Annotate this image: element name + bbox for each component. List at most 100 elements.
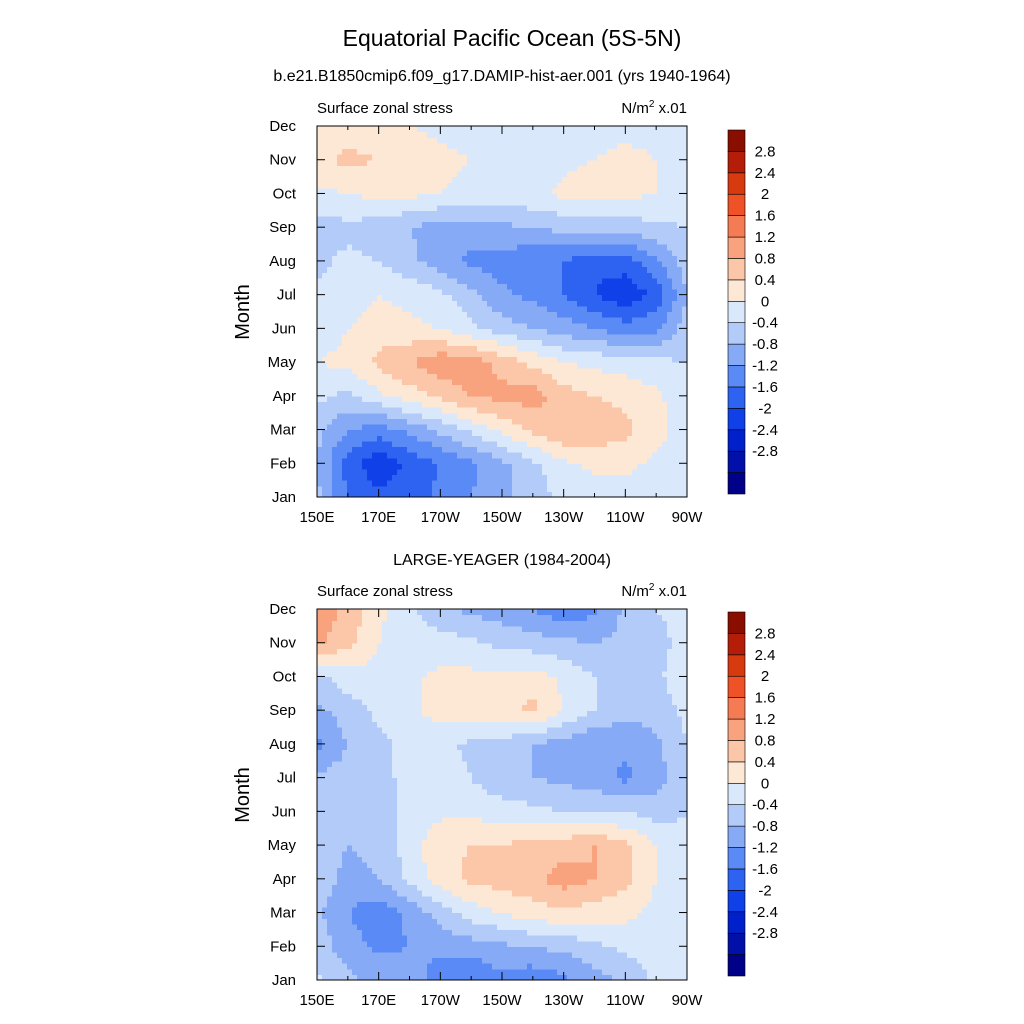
- field-cell: [552, 176, 558, 183]
- field-cell: [532, 440, 538, 448]
- field-cell: [417, 165, 423, 172]
- field-cell: [322, 378, 328, 386]
- field-cell: [607, 401, 613, 408]
- field-cell: [507, 322, 513, 329]
- field-cell: [502, 384, 508, 391]
- field-cell: [382, 446, 388, 453]
- field-cell: [672, 384, 678, 391]
- field-cell: [627, 182, 633, 189]
- field-cell: [612, 187, 618, 195]
- field-cell: [567, 480, 573, 487]
- field-cell: [347, 210, 353, 217]
- field-cell: [657, 165, 663, 172]
- field-cell: [662, 485, 668, 492]
- field-cell: [547, 165, 553, 172]
- field-cell: [537, 277, 543, 284]
- field-cell: [612, 260, 618, 268]
- field-cell: [447, 384, 453, 391]
- field-cell: [367, 154, 373, 161]
- field-cell: [607, 463, 613, 470]
- field-cell: [657, 148, 663, 155]
- field-cell: [387, 384, 393, 391]
- field-cell: [632, 283, 638, 290]
- field-cell: [327, 435, 333, 442]
- field-cell: [637, 255, 643, 262]
- field-cell: [657, 182, 663, 189]
- field-cell: [462, 165, 468, 172]
- field-cell: [552, 356, 558, 363]
- field-cell: [492, 232, 498, 240]
- field-cell: [637, 204, 643, 211]
- field-cell: [607, 227, 613, 234]
- field-cell: [592, 429, 598, 436]
- field-cell: [337, 210, 343, 217]
- field-cell: [327, 423, 333, 431]
- field-cell: [557, 328, 563, 335]
- field-cell: [547, 260, 553, 268]
- field-cell: [567, 272, 573, 279]
- field-cell: [652, 322, 658, 329]
- field-cell: [412, 350, 418, 358]
- field-cell: [642, 266, 648, 273]
- field-cell: [482, 131, 488, 138]
- field-cell: [402, 232, 408, 240]
- field-cell: [422, 378, 428, 386]
- field-cell: [522, 401, 528, 408]
- field-cell: [672, 210, 678, 217]
- y-tick-label: Jun: [272, 320, 296, 337]
- field-cell: [382, 491, 388, 498]
- field-cell: [597, 491, 603, 498]
- field-cell: [492, 126, 498, 133]
- field-cell: [507, 300, 513, 307]
- field-cell: [387, 266, 393, 273]
- field-cell: [677, 260, 683, 268]
- field-cell: [397, 435, 403, 442]
- field-cell: [452, 322, 458, 329]
- field-cell: [567, 328, 573, 335]
- field-cell: [527, 452, 533, 459]
- field-cell: [482, 452, 488, 459]
- field-cell: [537, 159, 543, 166]
- field-cell: [407, 215, 413, 223]
- field-cell: [622, 491, 628, 498]
- field-cell: [627, 423, 633, 431]
- field-cell: [492, 244, 498, 251]
- field-cell: [447, 356, 453, 363]
- field-cell: [437, 367, 443, 374]
- field-cell: [462, 193, 468, 200]
- field-cell: [342, 300, 348, 307]
- field-cell: [377, 255, 383, 262]
- field-cell: [637, 317, 643, 324]
- field-cell: [637, 283, 643, 290]
- field-cell: [362, 238, 368, 245]
- field-cell: [612, 221, 618, 228]
- field-cell: [682, 210, 688, 217]
- field-cell: [472, 317, 478, 324]
- field-cell: [657, 289, 663, 296]
- field-cell: [477, 170, 483, 178]
- field-cell: [447, 345, 453, 352]
- field-cell: [382, 283, 388, 290]
- field-cell: [382, 170, 388, 178]
- field-cell: [537, 333, 543, 341]
- field-cell: [492, 165, 498, 172]
- field-cell: [322, 305, 328, 313]
- field-cell: [317, 322, 323, 329]
- field-cell: [557, 452, 563, 459]
- field-cell: [447, 199, 453, 206]
- field-cell: [342, 159, 348, 166]
- field-cell: [632, 373, 638, 380]
- field-cell: [532, 367, 538, 374]
- field-cell: [337, 148, 343, 155]
- field-cell: [402, 176, 408, 183]
- field-cell: [397, 418, 403, 425]
- field-cell: [572, 446, 578, 453]
- field-cell: [657, 255, 663, 262]
- field-cell: [432, 193, 438, 200]
- field-cell: [582, 435, 588, 442]
- field-cell: [667, 322, 673, 329]
- field-cell: [662, 215, 668, 223]
- field-cell: [447, 232, 453, 240]
- field-cell: [612, 215, 618, 223]
- field-cell: [382, 142, 388, 150]
